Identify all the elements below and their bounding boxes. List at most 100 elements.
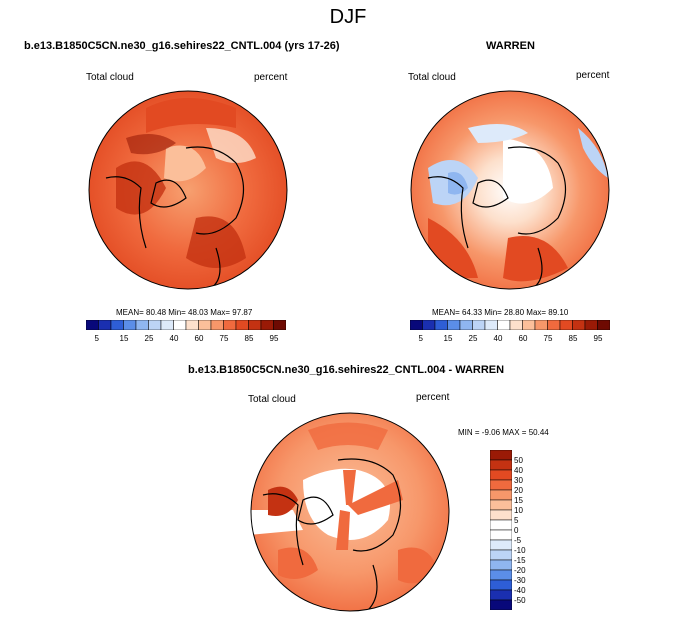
colorbar-swatch — [534, 320, 548, 330]
colorbar-tick-label: 60 — [194, 334, 204, 343]
colorbar-tick-label: 15 — [443, 334, 453, 343]
colorbar-swatch — [559, 320, 573, 330]
colorbar-swatch — [490, 519, 512, 531]
colorbar-swatch — [160, 320, 174, 330]
colorbar-swatch — [447, 320, 461, 330]
colorbar-tick-label: -20 — [514, 566, 526, 575]
colorbar-swatch — [248, 320, 262, 330]
colorbar-swatch — [490, 509, 512, 521]
colorbar-swatch — [198, 320, 212, 330]
panel1-header: b.e13.B1850C5CN.ne30_g16.sehires22_CNTL.… — [24, 40, 340, 52]
colorbar-tick-label: 25 — [144, 334, 154, 343]
panel3-header: b.e13.B1850C5CN.ne30_g16.sehires22_CNTL.… — [188, 364, 505, 376]
colorbar-swatch — [490, 529, 512, 541]
colorbar-swatch — [260, 320, 274, 330]
colorbar-tick-label: 30 — [514, 476, 523, 485]
panel3-left-label: Total cloud — [248, 394, 296, 405]
panel2-map — [410, 90, 610, 290]
colorbar-swatch — [223, 320, 237, 330]
panel1-stats: MEAN= 80.48 Min= 48.03 Max= 97.87 — [116, 308, 253, 317]
colorbar-swatch — [185, 320, 199, 330]
panel2-right-label: percent — [576, 70, 610, 81]
colorbar-swatch — [597, 320, 610, 330]
colorbar-swatch — [490, 499, 512, 511]
colorbar-tick-label: 95 — [593, 334, 603, 343]
colorbar-tick-label: 0 — [514, 526, 519, 535]
panel2-colorbar-labels: 5 15 25 40 60 75 85 95 — [410, 334, 610, 346]
panel2-stats: MEAN= 64.33 Min= 28.80 Max= 89.10 — [432, 308, 569, 317]
colorbar-tick-label: 75 — [543, 334, 553, 343]
colorbar-swatch — [547, 320, 561, 330]
colorbar-tick-label: 50 — [514, 456, 523, 465]
colorbar-tick-label: 15 — [514, 496, 523, 505]
colorbar-swatch — [422, 320, 436, 330]
colorbar-tick-label: -40 — [514, 586, 526, 595]
colorbar-swatch — [135, 320, 149, 330]
colorbar-tick-label: -10 — [514, 546, 526, 555]
colorbar-tick-label: 60 — [518, 334, 528, 343]
panel3-stats: MIN = -9.06 MAX = 50.44 — [458, 428, 549, 437]
colorbar-swatch — [490, 489, 512, 501]
colorbar-tick-label: 5 — [514, 516, 519, 525]
colorbar-swatch — [210, 320, 224, 330]
colorbar-swatch — [86, 320, 99, 330]
colorbar-tick-label: 15 — [119, 334, 129, 343]
colorbar-tick-label: 95 — [269, 334, 279, 343]
panel1-map — [88, 90, 288, 290]
colorbar-tick-label: 25 — [468, 334, 478, 343]
panel2-header: WARREN — [486, 40, 535, 52]
colorbar-tick-label: 85 — [244, 334, 254, 343]
colorbar-swatch — [490, 579, 512, 591]
colorbar-swatch — [490, 599, 512, 610]
colorbar-tick-label: 40 — [514, 466, 523, 475]
colorbar-swatch — [490, 479, 512, 491]
colorbar-swatch — [490, 539, 512, 551]
colorbar-tick-label: -15 — [514, 556, 526, 565]
colorbar-swatch — [459, 320, 473, 330]
colorbar-swatch — [490, 450, 512, 461]
colorbar-swatch — [173, 320, 187, 330]
colorbar-swatch — [434, 320, 448, 330]
colorbar-swatch — [490, 569, 512, 581]
figure-title: DJF — [329, 6, 367, 28]
colorbar-swatch — [490, 589, 512, 601]
panel1-colorbar — [86, 320, 286, 330]
panel1-right-label: percent — [254, 72, 288, 83]
colorbar-tick-label: 75 — [219, 334, 229, 343]
colorbar-swatch — [484, 320, 498, 330]
colorbar-swatch — [410, 320, 423, 330]
colorbar-swatch — [490, 459, 512, 471]
colorbar-swatch — [235, 320, 249, 330]
colorbar-swatch — [472, 320, 486, 330]
colorbar-swatch — [522, 320, 536, 330]
colorbar-swatch — [572, 320, 586, 330]
colorbar-tick-label: 85 — [568, 334, 578, 343]
colorbar-swatch — [497, 320, 511, 330]
colorbar-tick-label: 40 — [493, 334, 503, 343]
colorbar-swatch — [490, 559, 512, 571]
colorbar-swatch — [123, 320, 137, 330]
colorbar-tick-label: -30 — [514, 576, 526, 585]
panel2-left-label: Total cloud — [408, 72, 456, 83]
panel3-colorbar — [490, 450, 512, 610]
colorbar-tick-label: 20 — [514, 486, 523, 495]
colorbar-tick-label: 40 — [169, 334, 179, 343]
colorbar-tick-label: 5 — [94, 334, 99, 343]
colorbar-swatch — [148, 320, 162, 330]
panel1-left-label: Total cloud — [86, 72, 134, 83]
colorbar-tick-label: 5 — [418, 334, 423, 343]
colorbar-swatch — [490, 549, 512, 561]
colorbar-swatch — [584, 320, 598, 330]
panel3-right-label: percent — [416, 392, 450, 403]
colorbar-swatch — [273, 320, 286, 330]
colorbar-tick-label: -50 — [514, 596, 526, 605]
colorbar-swatch — [490, 469, 512, 481]
panel3-map — [250, 412, 450, 612]
panel3-colorbar-labels: 50 40 30 20 15 10 5 0 -5 -10 -15 -20 -30 -40 -50 — [514, 450, 554, 610]
colorbar-tick-label: 10 — [514, 506, 523, 515]
panel2-colorbar — [410, 320, 610, 330]
colorbar-swatch — [98, 320, 112, 330]
colorbar-tick-label: -5 — [514, 536, 522, 545]
colorbar-swatch — [509, 320, 523, 330]
panel1-colorbar-labels: 5 15 25 40 60 75 85 95 — [86, 334, 286, 346]
